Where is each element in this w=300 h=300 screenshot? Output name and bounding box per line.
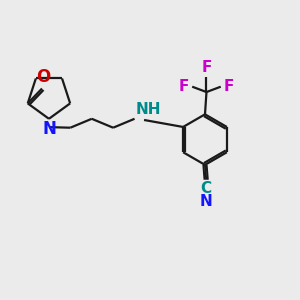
Text: O: O (36, 68, 51, 86)
Text: F: F (201, 60, 212, 75)
Text: F: F (179, 79, 189, 94)
Text: NH: NH (135, 102, 160, 117)
Text: N: N (42, 120, 56, 138)
Text: C: C (201, 181, 212, 196)
Text: F: F (224, 79, 234, 94)
Text: N: N (200, 194, 212, 209)
